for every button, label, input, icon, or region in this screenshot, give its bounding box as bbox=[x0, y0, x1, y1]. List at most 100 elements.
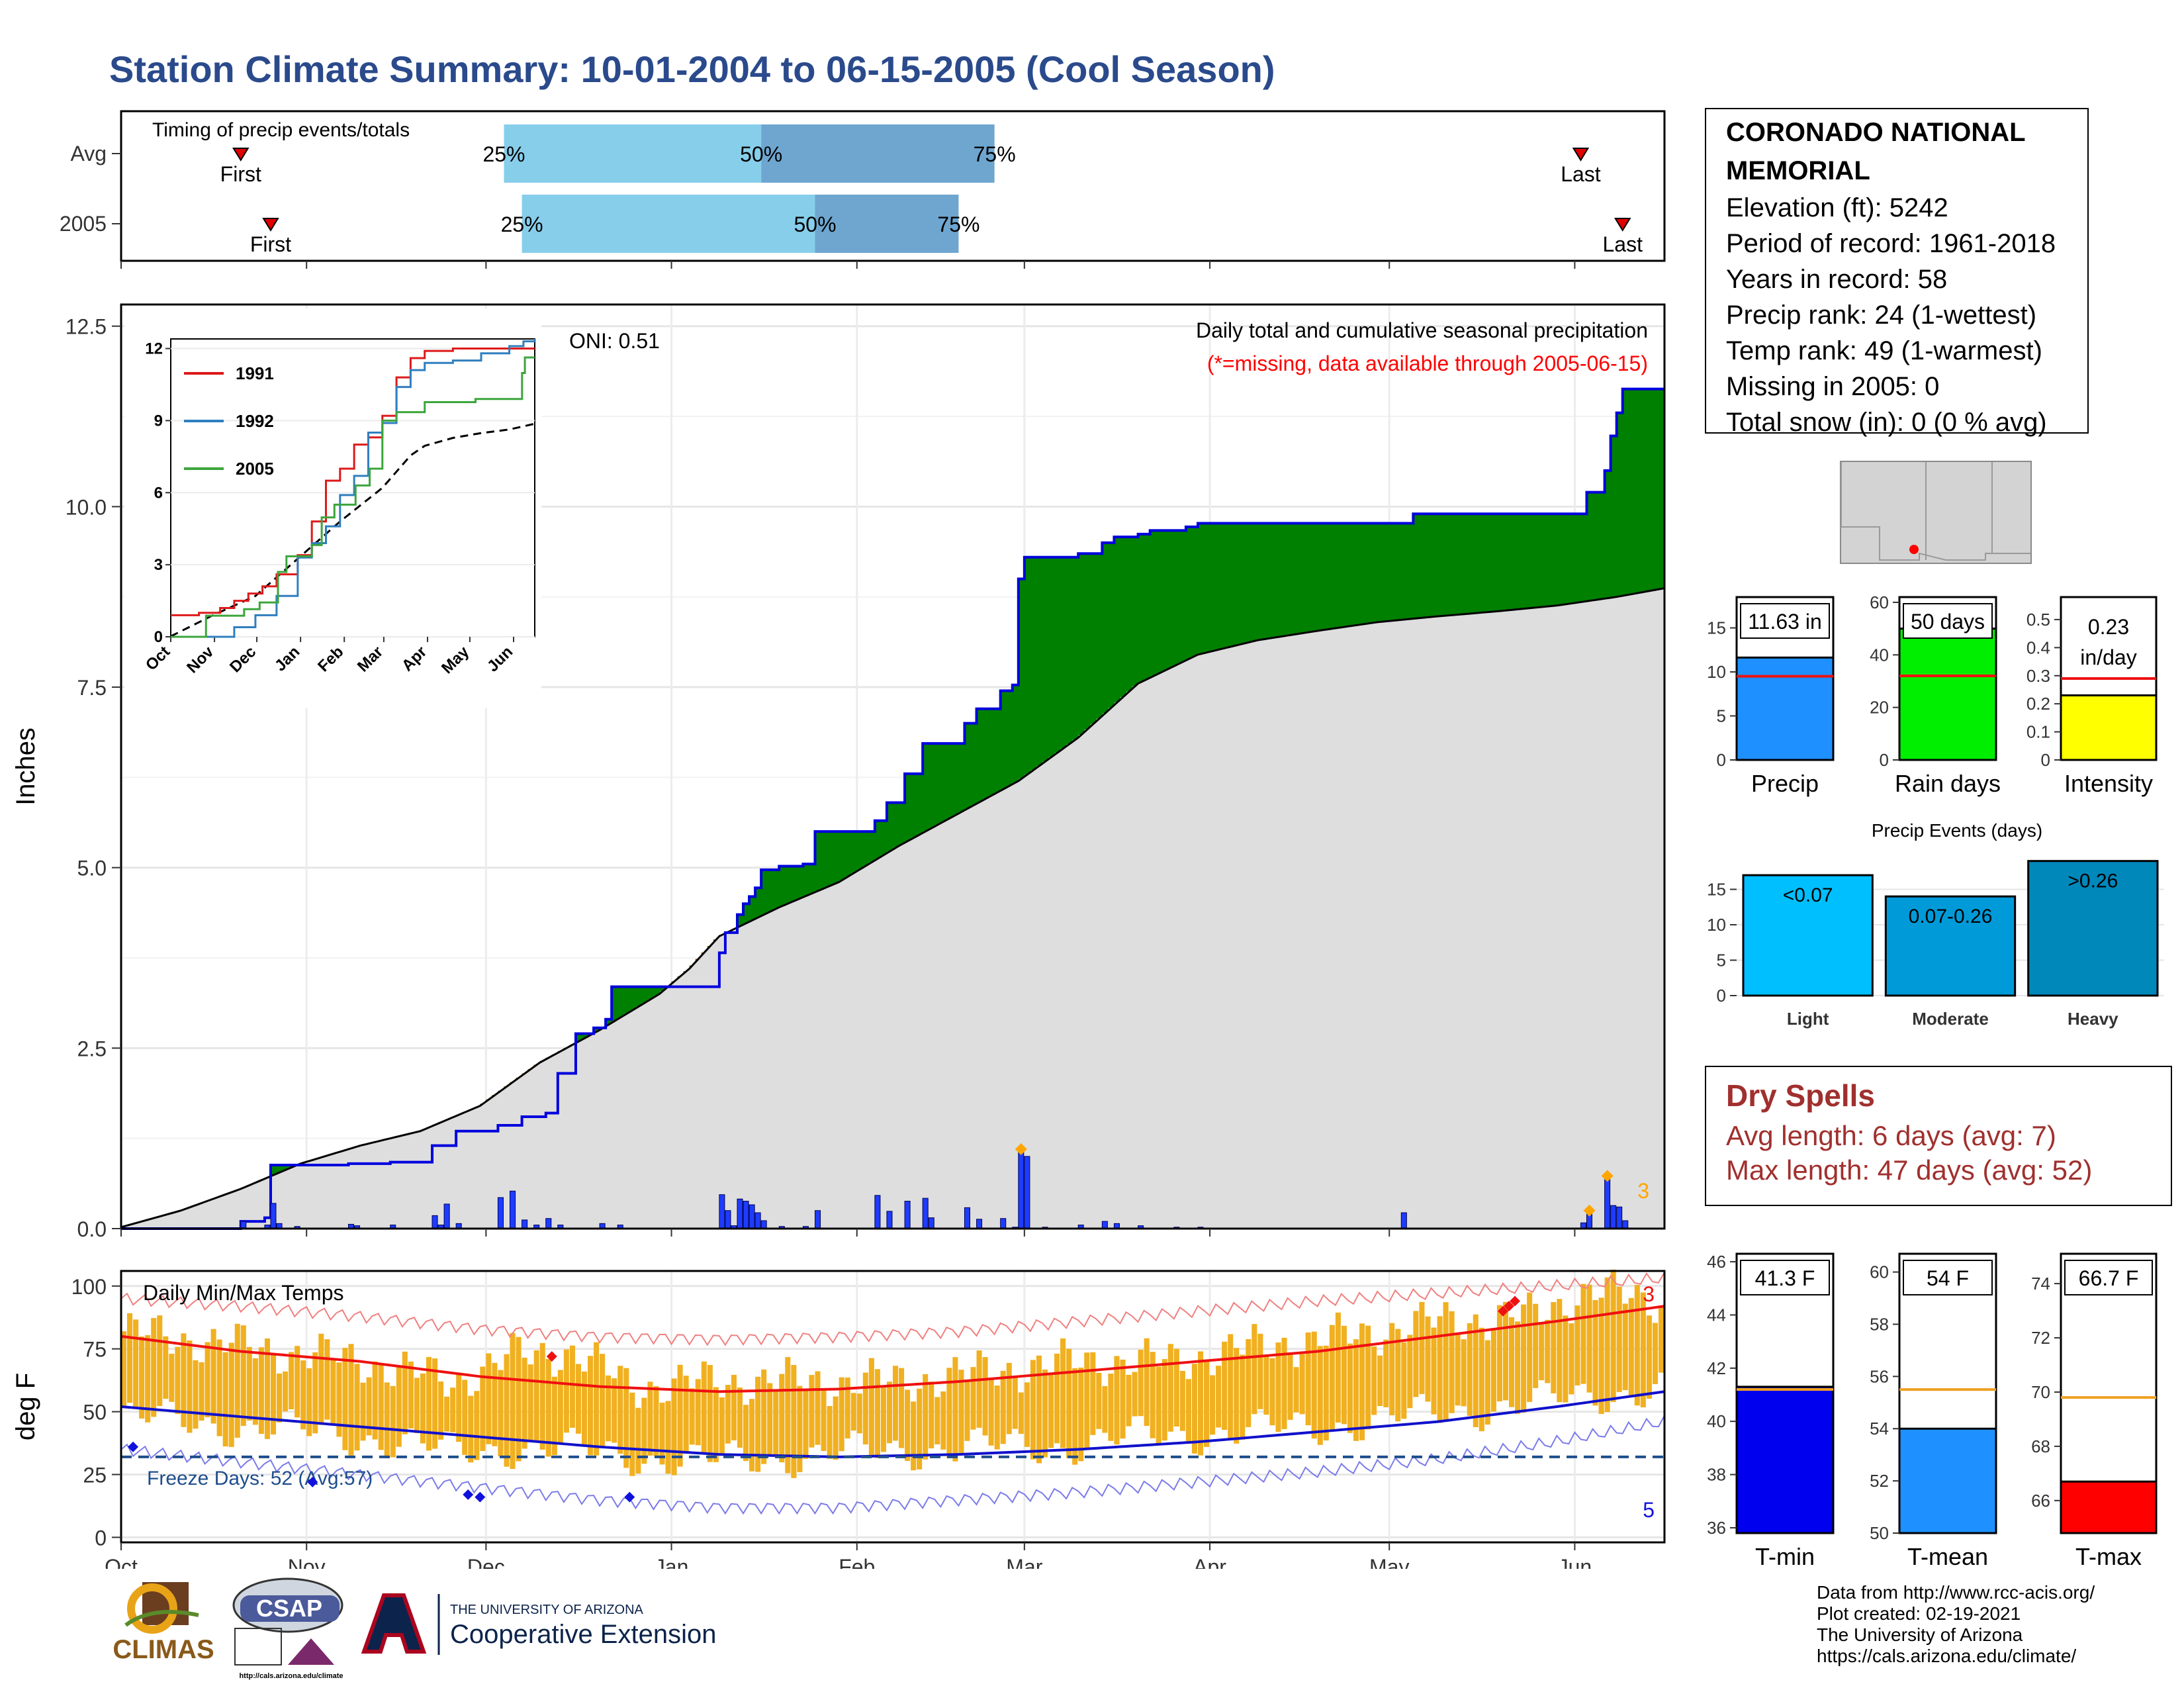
daily-temp-bar bbox=[755, 1376, 761, 1472]
daily-temp-bar bbox=[222, 1352, 228, 1447]
daily-temp-bar bbox=[289, 1352, 295, 1409]
daily-temp-bar bbox=[791, 1364, 797, 1478]
daily-precip-bar bbox=[725, 1210, 731, 1229]
wet-anomaly-fill bbox=[773, 869, 780, 909]
wet-anomaly-fill bbox=[880, 820, 887, 855]
station-info-line: Total snow (in): 0 (0 % avg) bbox=[1726, 408, 2047, 437]
wet-anomaly-fill bbox=[1150, 530, 1157, 677]
daily-precip-bar bbox=[1000, 1218, 1007, 1229]
daily-temp-bar bbox=[1545, 1319, 1551, 1383]
daily-precip-bar bbox=[545, 1218, 552, 1229]
daily-temp-bar bbox=[228, 1342, 234, 1447]
daily-temp-bar bbox=[1161, 1359, 1167, 1441]
record-low-marker bbox=[463, 1489, 474, 1500]
daily-temp-bar bbox=[522, 1358, 527, 1449]
wet-anomaly-fill bbox=[270, 1165, 277, 1176]
daily-temp-bar bbox=[318, 1333, 324, 1425]
summary-value-label-box bbox=[1740, 603, 1830, 639]
wet-anomaly-fill bbox=[1269, 523, 1277, 638]
summary-y-tick-label: 0.2 bbox=[2026, 694, 2050, 714]
daily-temp-bar bbox=[569, 1345, 575, 1428]
daily-precip-bar bbox=[497, 1197, 504, 1229]
daily-temp-bar bbox=[1533, 1303, 1539, 1388]
summary-y-tick-label: 5 bbox=[1717, 706, 1726, 726]
daily-temp-bar bbox=[1557, 1299, 1563, 1403]
wet-anomaly-fill bbox=[1072, 557, 1079, 740]
daily-temp-bar bbox=[797, 1385, 803, 1472]
daily-temp-bar bbox=[1263, 1355, 1269, 1415]
timing-last-label: Last bbox=[1602, 232, 1643, 256]
summary-y-tick-label: 38 bbox=[1707, 1465, 1726, 1485]
daily-temp-bar bbox=[1658, 1307, 1664, 1373]
precip-annotation-title: Daily total and cumulative seasonal prec… bbox=[1196, 318, 1648, 342]
wet-anomaly-fill bbox=[606, 1019, 612, 1025]
daily-temp-bar bbox=[731, 1374, 737, 1440]
daily-temp-bar bbox=[1281, 1337, 1287, 1429]
daily-temp-bar bbox=[1228, 1334, 1234, 1438]
daily-temp-bar bbox=[923, 1374, 929, 1460]
daily-temp-bar bbox=[1610, 1269, 1616, 1402]
daily-temp-bar bbox=[336, 1362, 342, 1437]
record-low-marker bbox=[624, 1491, 635, 1503]
summary-value-label: 54 F bbox=[1927, 1266, 1969, 1290]
daily-precip-bar bbox=[754, 1212, 761, 1229]
daily-precip-bar bbox=[719, 1194, 725, 1229]
daily-temp-bar bbox=[1299, 1354, 1305, 1415]
daily-temp-bar bbox=[216, 1339, 222, 1436]
wet-anomaly-fill bbox=[581, 1033, 588, 1039]
daily-temp-bar bbox=[1515, 1321, 1521, 1414]
wet-anomaly-fill bbox=[641, 986, 649, 1004]
daily-record-marker bbox=[1601, 1170, 1614, 1182]
daily-temp-bar bbox=[827, 1406, 833, 1459]
csap-logo: CSAP http://cals.arizona.edu/climate bbox=[232, 1577, 343, 1680]
daily-temp-bar bbox=[169, 1354, 175, 1402]
timing-q50-label: 50% bbox=[794, 212, 836, 236]
daily-temp-bar bbox=[1569, 1323, 1574, 1395]
daily-temp-bar bbox=[420, 1373, 426, 1444]
inset-panel-border bbox=[170, 338, 535, 637]
wet-anomaly-fill bbox=[1610, 436, 1617, 598]
daily-temp-bar bbox=[1598, 1297, 1604, 1415]
summary-y-tick-label: 46 bbox=[1707, 1252, 1726, 1272]
wet-anomaly-fill bbox=[1539, 514, 1545, 607]
wet-anomaly-fill bbox=[862, 831, 870, 866]
daily-temp-bar bbox=[1269, 1358, 1275, 1426]
inset-series-line-1992 bbox=[171, 339, 536, 638]
daily-temp-bar bbox=[498, 1370, 504, 1456]
daily-temp-bar bbox=[575, 1364, 581, 1434]
timing-row-label: 2005 bbox=[60, 212, 107, 236]
daily-temp-bar bbox=[809, 1375, 815, 1448]
summary-y-tick-label: 0.5 bbox=[2026, 610, 2050, 630]
wet-anomaly-fill bbox=[1580, 514, 1588, 602]
daily-temp-bar bbox=[1216, 1366, 1222, 1428]
daily-temp-bar bbox=[988, 1379, 994, 1446]
wet-anomaly-fill bbox=[1156, 530, 1163, 674]
daily-temp-bar bbox=[372, 1361, 378, 1440]
wet-anomaly-fill bbox=[1545, 514, 1551, 607]
wet-anomaly-fill bbox=[976, 708, 983, 802]
daily-temp-bar bbox=[539, 1342, 545, 1450]
station-info-line: Missing in 2005: 0 bbox=[1726, 372, 1940, 401]
wet-anomaly-fill bbox=[623, 986, 630, 1014]
daily-temp-bar bbox=[246, 1346, 252, 1421]
daily-temp-bar bbox=[606, 1375, 612, 1442]
precip-events-bar bbox=[1884, 895, 2017, 997]
dry-spells-heading: Dry Spells bbox=[1726, 1078, 1875, 1113]
daily-temp-bar bbox=[1527, 1292, 1533, 1402]
wet-anomaly-fill bbox=[905, 773, 911, 841]
wet-anomaly-fill bbox=[575, 1033, 582, 1042]
daily-temp-bar bbox=[940, 1391, 946, 1450]
wet-anomaly-fill bbox=[1437, 514, 1444, 616]
daily-temp-bar bbox=[1072, 1368, 1078, 1465]
wet-anomaly-fill bbox=[1120, 537, 1127, 698]
daily-temp-bar bbox=[707, 1364, 713, 1462]
wet-anomaly-fill bbox=[755, 888, 762, 917]
timing-last-marker bbox=[1614, 218, 1631, 232]
wet-anomaly-fill bbox=[1138, 534, 1145, 682]
daily-temp-bar bbox=[1616, 1286, 1622, 1392]
daily-temp-bar bbox=[312, 1352, 318, 1434]
footer-line: Plot created: 02-19-2021 bbox=[1817, 1603, 2021, 1624]
summary-value-label: 66.7 F bbox=[2079, 1266, 2139, 1290]
daily-temp-bar bbox=[1096, 1372, 1102, 1429]
climas-logo: CLIMAS bbox=[113, 1582, 214, 1664]
